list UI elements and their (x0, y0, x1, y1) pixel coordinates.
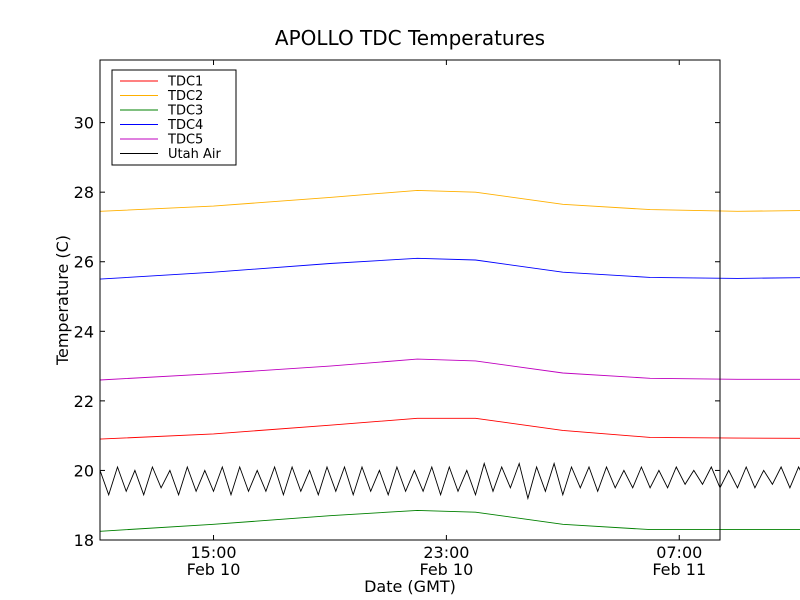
y-tick-label: 30 (74, 114, 94, 133)
x-tick-label-time: 07:00 (656, 543, 702, 562)
y-tick-label: 20 (74, 461, 94, 480)
legend-label: TDC5 (167, 133, 203, 148)
x-tick-label-date: Feb 10 (187, 560, 241, 579)
series-line-tdc4 (99, 257, 800, 280)
x-tick-label-time: 23:00 (423, 543, 469, 562)
legend-label: TDC3 (167, 104, 203, 119)
series-line-tdc2 (99, 189, 800, 212)
y-tick-label: 26 (74, 253, 94, 272)
series-line-tdc1 (99, 417, 800, 440)
legend-label: TDC2 (167, 89, 203, 104)
plot-frame (99, 59, 721, 541)
series-line-tdc5 (99, 358, 800, 381)
x-tick-label-date: Feb 11 (652, 560, 706, 579)
series-layer (99, 189, 800, 532)
y-tick-label: 18 (74, 531, 94, 550)
legend-label: TDC1 (167, 75, 203, 90)
y-tick-label: 28 (74, 183, 94, 202)
x-tick-label-date: Feb 10 (419, 560, 473, 579)
series-line-tdc3 (99, 509, 800, 532)
x-axis-label: Date (GMT) (364, 577, 456, 596)
y-tick-label: 22 (74, 392, 94, 411)
y-tick-label: 24 (74, 322, 94, 341)
legend-label: Utah Air (168, 147, 221, 162)
legend-box (111, 69, 237, 166)
x-tick-label-time: 15:00 (190, 543, 236, 562)
series-line-utah-air (99, 461, 800, 501)
y-axis-label: Temperature (C) (53, 235, 72, 366)
legend-label: TDC4 (167, 118, 203, 133)
chart-title: APOLLO TDC Temperatures (275, 26, 545, 50)
